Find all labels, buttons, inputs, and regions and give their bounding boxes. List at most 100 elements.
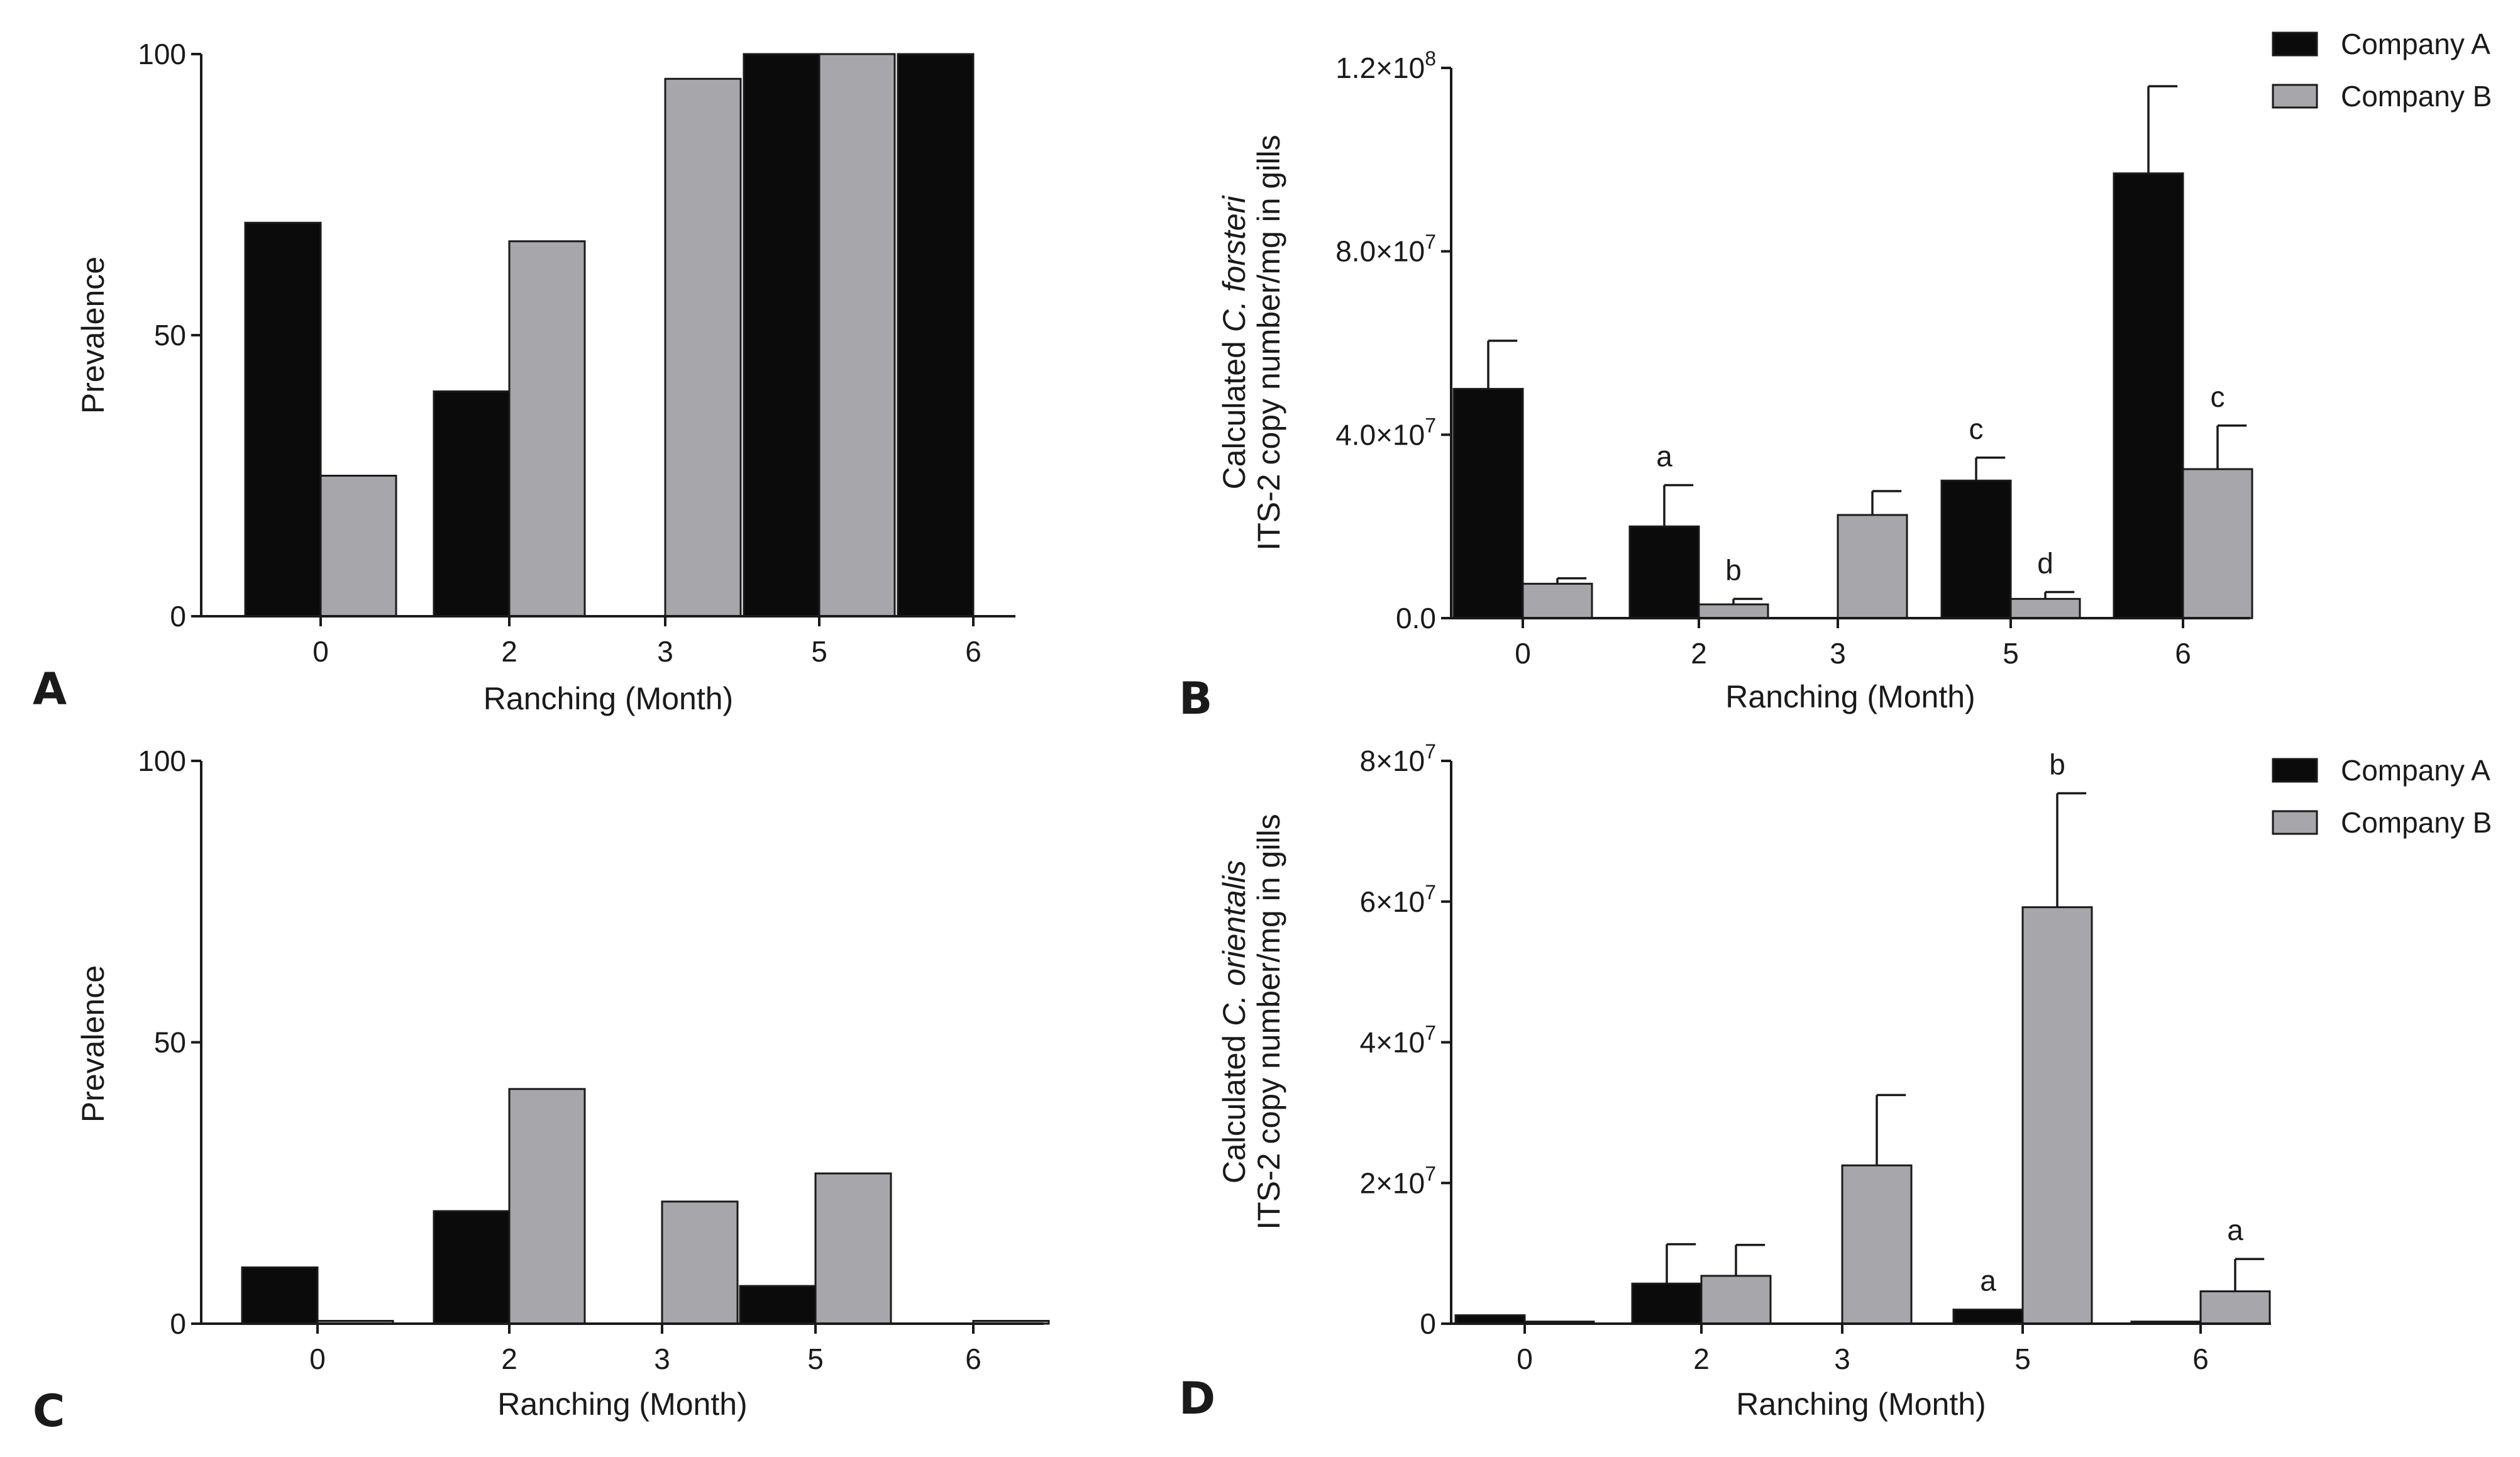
bar-company-b-month-0 bbox=[319, 475, 397, 618]
x-axis-label: Ranching (Month) bbox=[1736, 1387, 1986, 1422]
x-tick-label: 6 bbox=[2175, 637, 2191, 670]
y-axis-label-line1: Calculated C. orientalis bbox=[1217, 860, 1252, 1183]
y-tick-label: 4.0×107 bbox=[1335, 414, 1436, 451]
y-tick-label: 0 bbox=[1420, 1307, 1436, 1340]
x-tick-label: 2 bbox=[1693, 1343, 1710, 1375]
legend-swatch-company-a bbox=[2272, 31, 2318, 57]
panel-label: D bbox=[1179, 1373, 1215, 1424]
bar-company-b-month-2 bbox=[508, 1088, 586, 1325]
bar-company-b-month-3 bbox=[1837, 514, 1908, 619]
significance-letter: a bbox=[2227, 1214, 2243, 1246]
x-tick-label: 5 bbox=[2014, 1343, 2031, 1375]
y-tick-label: 100 bbox=[138, 38, 186, 70]
y-axis-label-species: C. orientalis bbox=[1217, 860, 1252, 1026]
y-tick-label-base: 50 bbox=[154, 1026, 186, 1059]
y-tick-label: 6×107 bbox=[1360, 881, 1436, 918]
bar-company-a-month-6 bbox=[897, 53, 975, 618]
y-tick-label-exponent: 7 bbox=[1425, 231, 1436, 253]
bar-company-a-month-5 bbox=[1952, 1309, 2024, 1325]
x-tick-label: 0 bbox=[1517, 1343, 1533, 1375]
y-tick-label-base: 4×10 bbox=[1360, 1026, 1425, 1059]
y-tick-label: 50 bbox=[154, 1026, 186, 1059]
bar-company-a-month-0 bbox=[244, 221, 322, 618]
x-tick-label: 2 bbox=[501, 1343, 517, 1375]
legend-label-company-b: Company B bbox=[2341, 806, 2492, 839]
x-tick-label: 2 bbox=[501, 635, 517, 668]
bar-company-a-month-5 bbox=[739, 1285, 817, 1325]
significance-letter: b bbox=[1725, 553, 1742, 586]
legend-swatch-company-b bbox=[2272, 810, 2318, 835]
y-tick-label-base: 0 bbox=[1420, 1307, 1436, 1340]
y-axis-label: Prevalence bbox=[75, 965, 111, 1122]
y-tick-label: 0 bbox=[170, 600, 186, 633]
y-tick-label: 4×107 bbox=[1360, 1022, 1436, 1059]
y-tick-label-exponent: 7 bbox=[1425, 1162, 1436, 1185]
significance-letter: c bbox=[1969, 413, 1984, 445]
x-axis-label: Ranching (Month) bbox=[484, 681, 733, 716]
legend-swatch-company-b bbox=[2272, 84, 2318, 109]
y-tick-label: 100 bbox=[138, 745, 186, 777]
x-tick-label: 0 bbox=[1515, 637, 1531, 670]
y-tick-label-base: 50 bbox=[154, 319, 186, 352]
bar-company-b-month-5 bbox=[2021, 906, 2093, 1325]
bar-company-b-month-2 bbox=[1700, 1275, 1772, 1325]
y-tick-label-base: 0 bbox=[170, 1307, 186, 1340]
panel-label: C bbox=[33, 1385, 65, 1437]
y-axis-label-line2: ITS-2 copy number/mg in gills bbox=[1251, 814, 1286, 1229]
y-axis-label: Prevalence bbox=[75, 257, 111, 414]
x-tick-label: 6 bbox=[965, 1343, 981, 1375]
y-tick-label: 0 bbox=[170, 1307, 186, 1340]
y-tick-label: 8.0×107 bbox=[1335, 231, 1436, 268]
y-tick-label: 1.2×108 bbox=[1335, 47, 1436, 84]
significance-letter: b bbox=[2049, 748, 2065, 780]
x-tick-label: 3 bbox=[657, 635, 673, 668]
x-tick-label: 3 bbox=[654, 1343, 670, 1375]
y-tick-label-exponent: 7 bbox=[1425, 414, 1436, 436]
bar-company-b-month-6 bbox=[2182, 468, 2253, 619]
bar-company-b-month-5 bbox=[818, 53, 896, 618]
legend: Company A Company B bbox=[2272, 754, 2492, 839]
y-tick-label-base: 4.0×10 bbox=[1335, 418, 1425, 451]
bar-company-a-month-6 bbox=[2113, 172, 2184, 619]
x-tick-label: 3 bbox=[1834, 1343, 1850, 1375]
legend-swatch-company-a bbox=[2272, 758, 2318, 783]
bar-company-b-month-5 bbox=[814, 1172, 892, 1325]
bar-company-b-month-0 bbox=[1522, 582, 1593, 619]
bar-company-b-month-2 bbox=[508, 240, 586, 618]
y-axis-label-line1: Calculated C. forsteri bbox=[1217, 195, 1252, 490]
bar-company-a-month-2 bbox=[1628, 525, 1700, 619]
x-tick-label: 6 bbox=[2192, 1343, 2209, 1375]
panel-label: B bbox=[1179, 673, 1212, 724]
y-tick-label: 0.0 bbox=[1396, 602, 1436, 634]
x-tick-label: 0 bbox=[309, 1343, 326, 1375]
bar-company-a-month-2 bbox=[433, 390, 511, 618]
y-tick-label-base: 100 bbox=[138, 38, 186, 70]
y-tick-label: 50 bbox=[154, 319, 186, 352]
legend-label-company-a: Company A bbox=[2341, 28, 2490, 60]
bar-company-a-month-5 bbox=[743, 53, 821, 618]
x-tick-label: 6 bbox=[965, 635, 981, 668]
y-tick-label-base: 2×10 bbox=[1360, 1166, 1425, 1199]
legend-label-company-b: Company B bbox=[2341, 80, 2492, 113]
bar-company-a-month-2 bbox=[1631, 1282, 1703, 1325]
panel-label: A bbox=[33, 663, 67, 715]
y-axis-label-prefix: Calculated bbox=[1217, 332, 1252, 489]
y-tick-label-base: 0 bbox=[170, 600, 186, 633]
significance-letter: a bbox=[1656, 440, 1672, 473]
significance-letter: c bbox=[2211, 380, 2225, 413]
bar-company-a-month-2 bbox=[433, 1210, 511, 1325]
y-axis-label-prefix: Calculated bbox=[1217, 1026, 1252, 1183]
significance-letter: a bbox=[1980, 1265, 1996, 1297]
legend: Company A Company B bbox=[2272, 28, 2492, 113]
legend-label-company-a: Company A bbox=[2341, 754, 2490, 787]
x-tick-label: 5 bbox=[807, 1343, 824, 1375]
x-axis-label: Ranching (Month) bbox=[497, 1387, 747, 1422]
y-tick-label-exponent: 7 bbox=[1425, 740, 1436, 763]
x-tick-label: 2 bbox=[1691, 637, 1707, 670]
bar-company-b-month-2 bbox=[1698, 603, 1769, 619]
bar-company-b-month-3 bbox=[661, 1200, 739, 1325]
y-tick-label-base: 1.2×10 bbox=[1335, 52, 1425, 84]
